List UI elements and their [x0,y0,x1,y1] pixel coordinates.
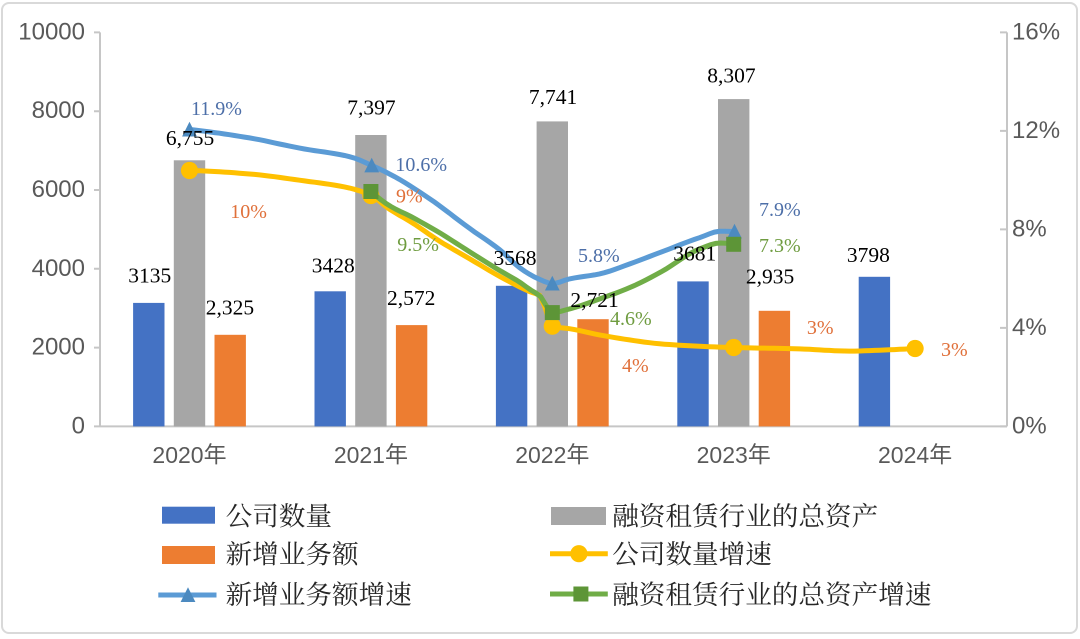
svg-text:2021: 2021 [334,442,385,468]
svg-text:4%: 4% [1012,314,1047,341]
svg-text:9.5%: 9.5% [397,234,439,256]
svg-text:8000: 8000 [32,97,85,124]
svg-text:7.9%: 7.9% [759,199,801,221]
svg-text:2000: 2000 [32,334,85,361]
svg-text:6000: 6000 [32,176,85,203]
svg-text:2023: 2023 [697,442,748,468]
svg-text:4000: 4000 [32,255,85,282]
svg-text:12%: 12% [1012,117,1060,144]
svg-text:3135: 3135 [128,263,171,287]
svg-text:8,307: 8,307 [707,64,756,88]
svg-text:7.3%: 7.3% [759,235,801,257]
svg-text:3568: 3568 [494,246,537,270]
svg-text:10%: 10% [230,201,267,223]
svg-text:2,721: 2,721 [570,288,618,312]
svg-text:7,741: 7,741 [529,85,577,109]
svg-text:2024: 2024 [878,442,929,468]
svg-text:2022: 2022 [515,442,566,468]
svg-text:4%: 4% [622,355,649,377]
svg-text:3681: 3681 [673,242,716,266]
svg-text:7,397: 7,397 [347,96,396,120]
svg-text:10000: 10000 [18,18,85,45]
svg-text:2,572: 2,572 [387,286,435,310]
svg-text:11.9%: 11.9% [191,98,242,120]
svg-text:6,755: 6,755 [166,126,214,150]
svg-text:2,935: 2,935 [746,265,794,289]
svg-text:3%: 3% [807,317,834,339]
svg-text:5.8%: 5.8% [578,245,620,267]
svg-text:3798: 3798 [847,243,890,267]
svg-text:2,325: 2,325 [206,295,254,319]
svg-text:10.6%: 10.6% [395,154,447,176]
svg-text:9%: 9% [396,186,423,208]
svg-text:2020: 2020 [152,442,203,468]
svg-text:3%: 3% [941,339,968,361]
svg-text:3428: 3428 [312,253,355,277]
svg-text:0: 0 [72,412,85,439]
svg-text:0%: 0% [1012,412,1047,439]
svg-text:16%: 16% [1012,18,1060,45]
svg-text:4.6%: 4.6% [610,308,652,330]
svg-text:8%: 8% [1012,215,1047,242]
